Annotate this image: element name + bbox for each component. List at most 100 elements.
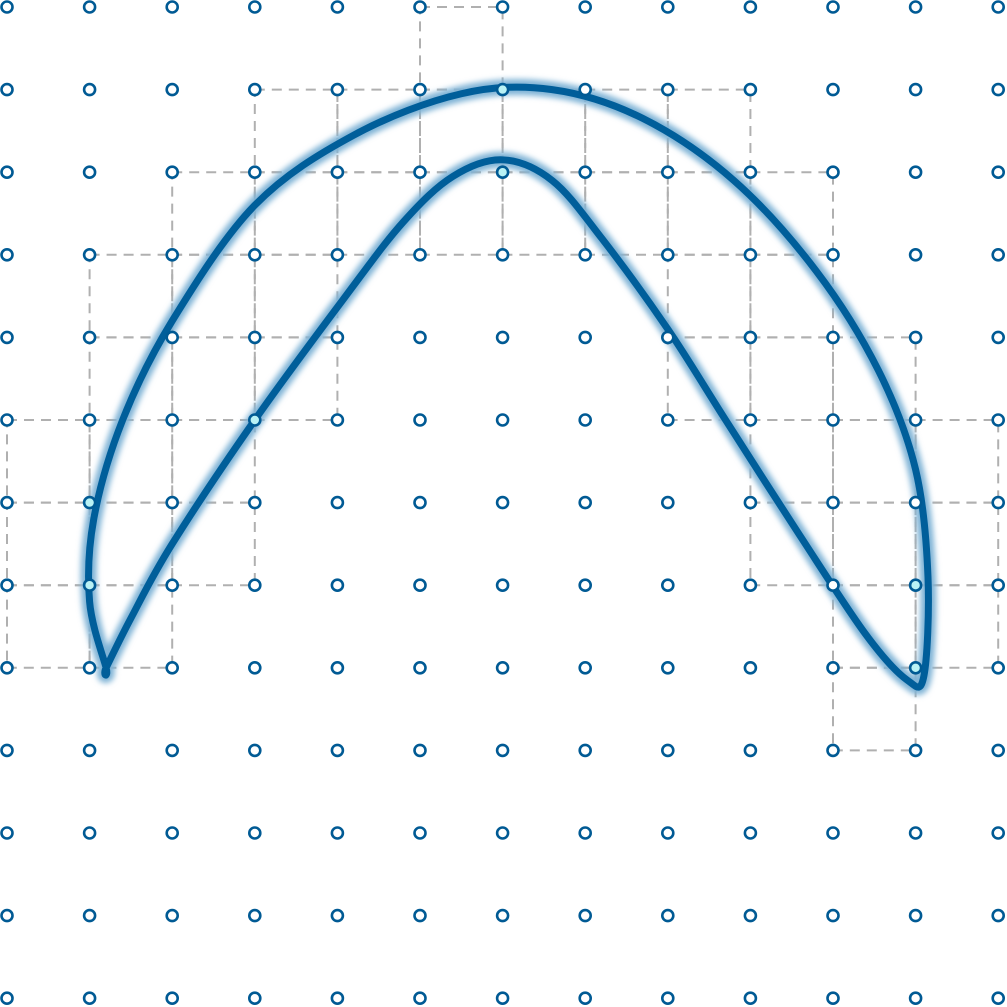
lattice-node [908, 908, 923, 923]
lattice-node [908, 743, 923, 758]
lattice-node [165, 991, 179, 1006]
dashed-cell [832, 666, 917, 752]
lattice-node [248, 826, 262, 840]
lattice-node [0, 826, 14, 840]
lattice-node [743, 165, 758, 179]
lattice-node [495, 413, 510, 427]
lattice-node [908, 0, 923, 14]
lattice-node [82, 413, 97, 427]
lattice-node [826, 660, 840, 675]
lattice-node [991, 578, 1006, 593]
lattice-node [826, 743, 840, 758]
dashed-cell [253, 336, 339, 421]
lattice-node [578, 330, 593, 345]
lattice-node [330, 495, 345, 510]
lattice-node [413, 248, 427, 262]
lattice-node [82, 660, 97, 675]
lattice-node [908, 82, 923, 97]
lattice-node [495, 330, 510, 345]
lattice-node [413, 495, 427, 510]
lattice-node [165, 660, 179, 675]
contour-glow [80, 79, 937, 695]
lattice-node [578, 413, 593, 427]
dashed-cell-grid [6, 6, 1000, 752]
lattice-node [578, 660, 593, 675]
lattice-node [330, 660, 345, 675]
lattice-node [165, 330, 179, 345]
lattice-node [248, 0, 262, 14]
lattice-node-on-curve [908, 578, 923, 593]
lattice-node [578, 578, 593, 593]
lattice-node [495, 660, 510, 675]
lattice-node [413, 743, 427, 758]
lattice-node [578, 495, 593, 510]
lattice-node [165, 0, 179, 14]
lattice-node-on-curve [908, 660, 923, 675]
lattice-node [578, 82, 593, 97]
lattice-node [330, 82, 345, 97]
lattice-node [248, 495, 262, 510]
lattice-node [660, 248, 675, 262]
contour-curve [80, 79, 937, 695]
lattice-node [495, 991, 510, 1006]
lattice-node [330, 413, 345, 427]
lattice-node [82, 826, 97, 840]
lattice-node [826, 991, 840, 1006]
lattice-node [578, 0, 593, 14]
lattice-node-on-curve [495, 82, 510, 97]
lattice-node [908, 826, 923, 840]
lattice-node [0, 413, 14, 427]
lattice-node [82, 0, 97, 14]
lattice-node [908, 991, 923, 1006]
lattice-node [908, 495, 923, 510]
lattice-node [660, 578, 675, 593]
lattice-node [991, 743, 1006, 758]
lattice-node [578, 165, 593, 179]
lattice-node [660, 660, 675, 675]
lattice-node [165, 165, 179, 179]
lattice-node [660, 743, 675, 758]
lattice-node [413, 826, 427, 840]
lattice-node [248, 743, 262, 758]
dashed-cell [6, 419, 91, 504]
lattice-node [826, 82, 840, 97]
lattice-node [743, 991, 758, 1006]
lattice-node [248, 82, 262, 97]
lattice-node [165, 495, 179, 510]
lattice-node [991, 165, 1006, 179]
lattice-node [413, 991, 427, 1006]
lattice-node [991, 330, 1006, 345]
lattice-node [578, 743, 593, 758]
lattice-node [413, 0, 427, 14]
lattice-node [165, 413, 179, 427]
lattice-node [330, 0, 345, 14]
lattice-node [248, 991, 262, 1006]
lattice-node [82, 165, 97, 179]
dashed-cell [914, 584, 1000, 669]
contour-line [85, 83, 932, 691]
lattice-node [330, 330, 345, 345]
lattice-node [330, 908, 345, 923]
lattice-node [826, 330, 840, 345]
lattice-node [743, 248, 758, 262]
lattice-node [248, 660, 262, 675]
dashed-cell [749, 336, 835, 421]
lattice-node [82, 248, 97, 262]
lattice-node [660, 413, 675, 427]
lattice-node [660, 908, 675, 923]
lattice-node [826, 413, 840, 427]
lattice-node-on-curve [495, 165, 510, 179]
lattice-node [0, 991, 14, 1006]
lattice-node [578, 991, 593, 1006]
lattice-node [0, 743, 14, 758]
dashed-cell [88, 253, 174, 339]
lattice-node [743, 660, 758, 675]
lattice-node-on-curve [248, 413, 262, 427]
lattice-node [826, 165, 840, 179]
lattice-node [578, 908, 593, 923]
lattice-node [991, 82, 1006, 97]
lattice-node [578, 248, 593, 262]
lattice-node [330, 991, 345, 1006]
